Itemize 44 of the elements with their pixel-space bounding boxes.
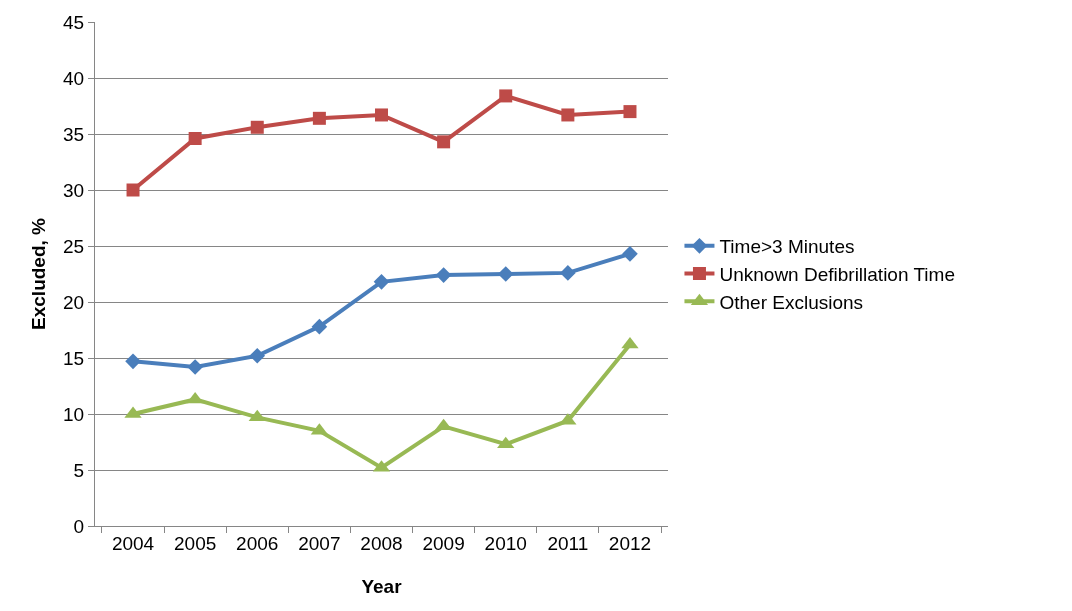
x-tick-label: 2010 <box>484 532 527 554</box>
y-tick-label: 35 <box>63 123 85 145</box>
point <box>249 347 266 364</box>
point <box>435 267 452 283</box>
x-tick-label: 2012 <box>608 532 652 554</box>
x-tick-label: 2011 <box>547 532 589 554</box>
y-tick-label: 20 <box>63 291 85 313</box>
y-tick-label: 10 <box>63 403 85 425</box>
point <box>560 265 576 281</box>
x-tick-label: 2006 <box>236 532 279 554</box>
y-tick-label: 40 <box>63 67 85 89</box>
y-tick-label: 0 <box>73 515 85 537</box>
y-tick-label: 25 <box>63 235 85 257</box>
point <box>250 120 264 134</box>
point <box>125 353 141 370</box>
y-tick-label: 45 <box>63 11 85 33</box>
point <box>499 89 513 103</box>
x-tick-label: 2007 <box>298 532 341 554</box>
x-tick-label: 2004 <box>111 532 155 554</box>
point <box>126 183 140 197</box>
point <box>437 135 451 149</box>
legend-label: Time>3 Minutes <box>719 236 855 258</box>
x-tick-label: 2005 <box>174 532 217 554</box>
y-tick-label: 30 <box>63 179 85 201</box>
point <box>248 409 266 422</box>
point <box>187 359 203 375</box>
x-tick-label: 2009 <box>422 532 465 554</box>
point <box>375 108 388 122</box>
y-tick-label: 5 <box>73 459 85 481</box>
x-tick-label: 2008 <box>360 532 403 554</box>
point <box>188 131 202 145</box>
x-axis-title: Year <box>361 576 403 597</box>
point <box>312 111 326 125</box>
point <box>311 318 328 335</box>
point <box>497 266 514 282</box>
legend-label: Unknown Defibrillation Time <box>719 263 955 285</box>
point <box>623 105 637 119</box>
y-axis-title: Excluded, % <box>27 217 49 330</box>
legend-label: Other Exclusions <box>719 291 864 313</box>
y-tick-label: 15 <box>63 347 85 369</box>
point <box>561 108 575 122</box>
point <box>186 391 204 404</box>
point <box>622 246 638 262</box>
point <box>373 274 390 290</box>
